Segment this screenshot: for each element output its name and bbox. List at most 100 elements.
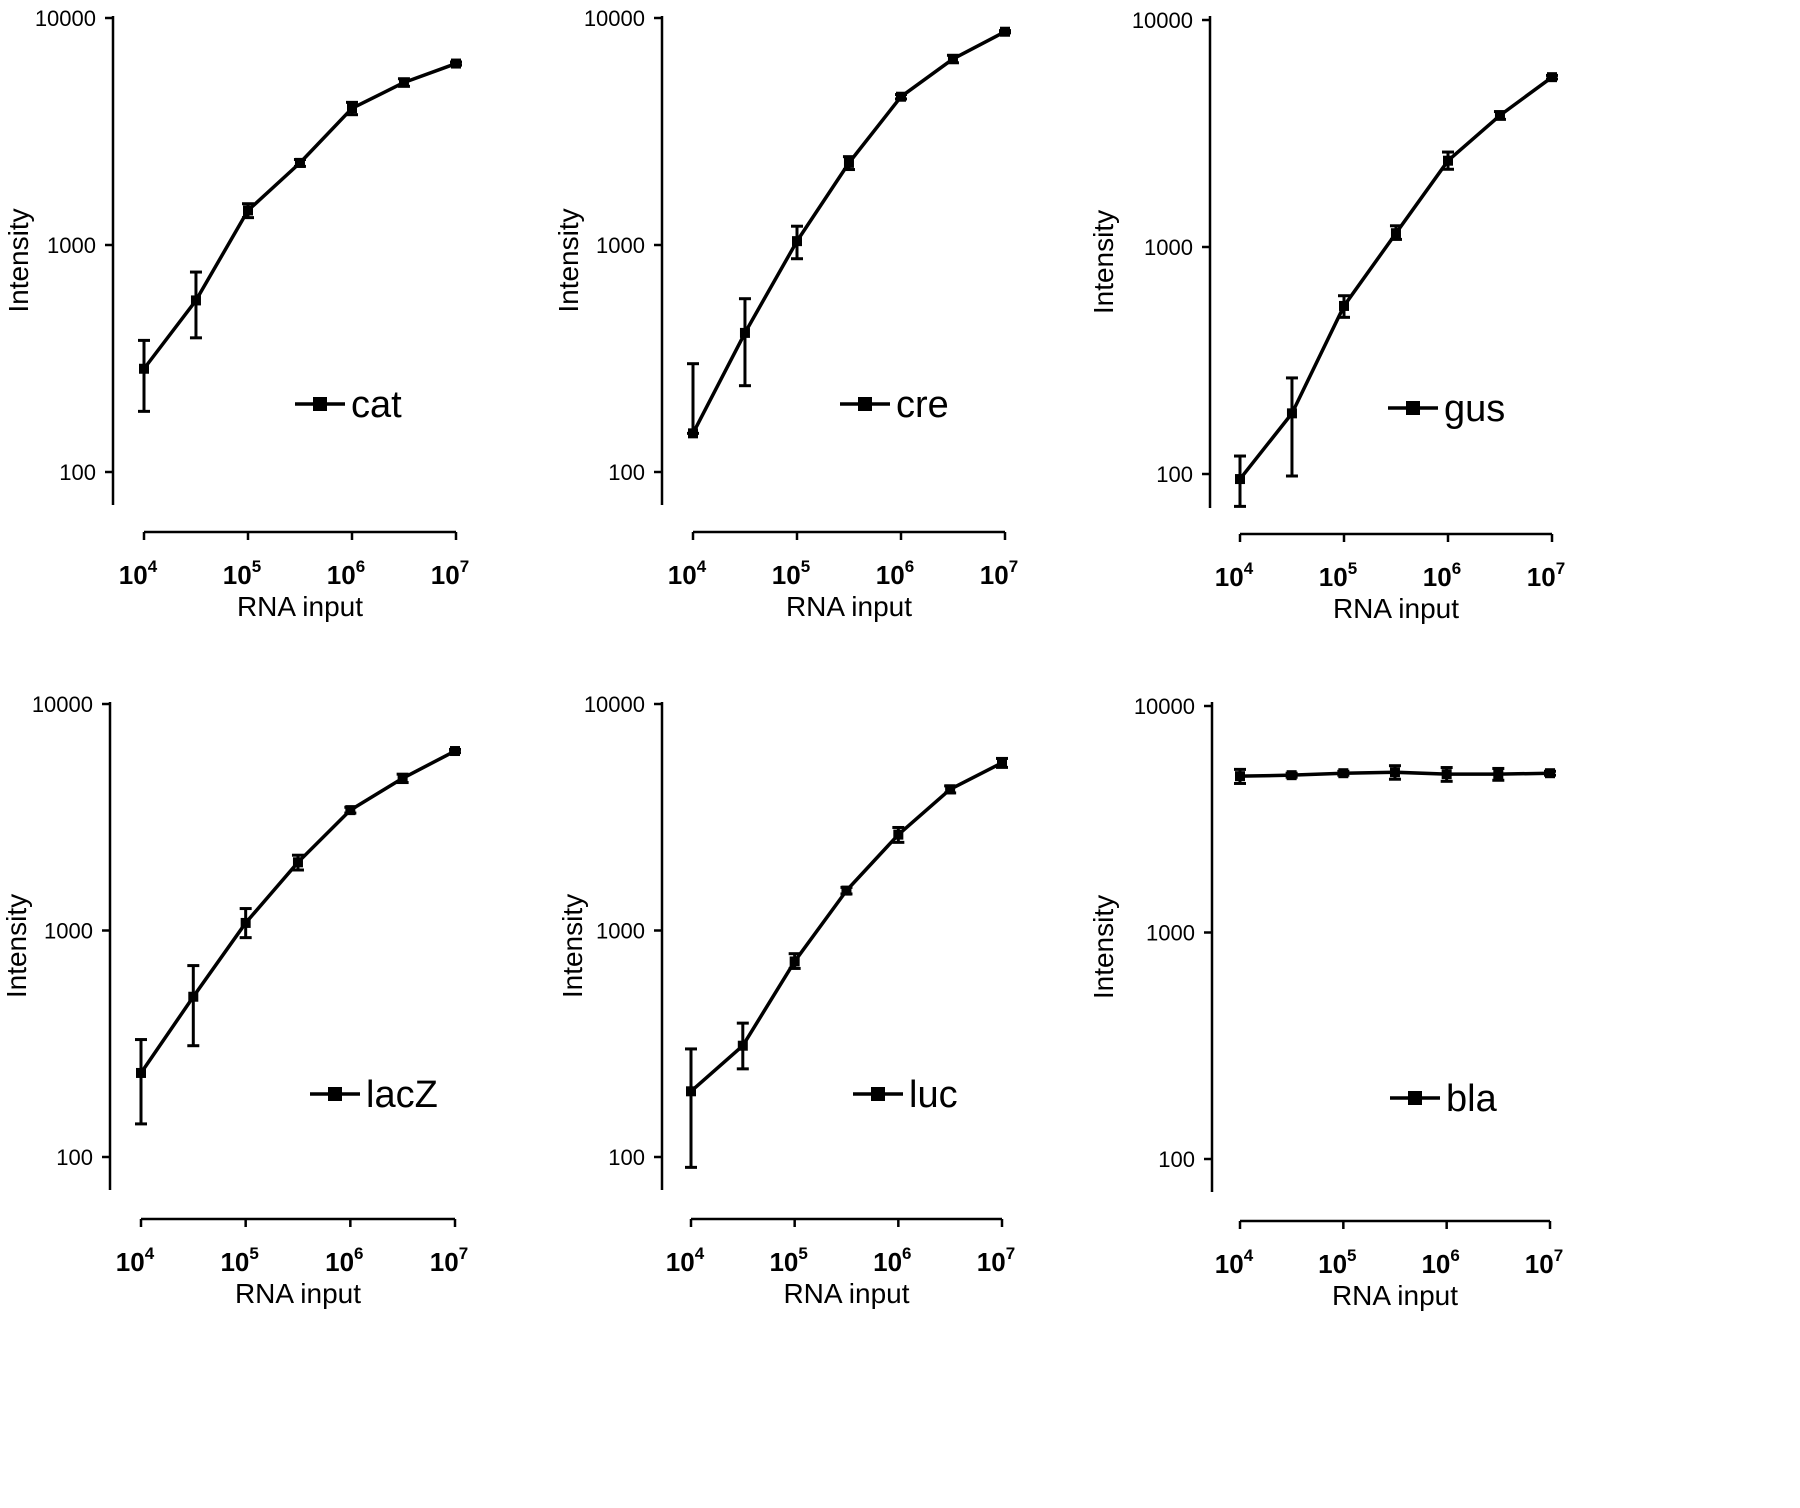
chart-panel-lacZ: 100 1000 10000 104 105 106 107 RNA input Intensi… [1, 692, 468, 1309]
data-point [1000, 26, 1010, 37]
x-axis-label: RNA input [235, 1278, 361, 1309]
y-axis-label: Intensity [553, 208, 584, 312]
y-tick-label: 1000 [596, 233, 645, 258]
y-tick-label: 100 [56, 1145, 93, 1170]
y-axis-label: Intensity [557, 894, 588, 998]
x-tick-label: 104 [668, 557, 707, 590]
y-axis-label: Intensity [1088, 210, 1119, 314]
data-point [841, 885, 852, 896]
x-tick-label: 105 [220, 1244, 258, 1277]
y-tick-label: 10000 [584, 692, 645, 717]
x-tick-label: 107 [980, 557, 1018, 590]
chart-panel-cre: 100 1000 10000 104 105 106 107 RNA input Intensi… [553, 6, 1018, 622]
x-tick-label: 105 [1318, 1246, 1356, 1279]
legend-label: gus [1444, 388, 1505, 430]
x-tick-label: 107 [1525, 1246, 1563, 1279]
data-point [1338, 768, 1349, 779]
x-tick-label: 107 [431, 557, 469, 590]
data-point [1390, 228, 1401, 239]
x-tick-label: 106 [876, 557, 914, 590]
y-tick-label: 1000 [1144, 235, 1193, 260]
data-point [896, 91, 906, 102]
y-axis-label: Intensity [1, 894, 32, 998]
data-point [190, 295, 201, 306]
data-point [945, 784, 956, 795]
y-tick-label: 1000 [596, 919, 645, 944]
x-tick-label: 107 [977, 1244, 1015, 1277]
data-point [947, 53, 958, 64]
chart-panel-bla: 100 1000 10000 104 105 106 107 RNA input Intensi… [1088, 694, 1563, 1311]
x-tick-label: 104 [1215, 559, 1254, 592]
y-axis-label: Intensity [1088, 895, 1119, 999]
x-tick-label: 107 [430, 1244, 468, 1277]
x-tick-label: 104 [119, 557, 158, 590]
data-point [1545, 768, 1555, 779]
legend-label: luc [909, 1074, 958, 1116]
data-point [139, 363, 149, 374]
data-point [789, 956, 800, 967]
legend-label: lacZ [366, 1074, 438, 1116]
series-line-cat [142, 61, 457, 370]
x-tick-label: 104 [666, 1244, 705, 1277]
legend-label: cre [896, 384, 949, 426]
data-point [1547, 72, 1557, 83]
series-line-luc [689, 761, 1003, 1093]
y-tick-label: 10000 [1134, 694, 1195, 719]
data-point [450, 746, 460, 757]
legend-label: bla [1446, 1078, 1498, 1120]
y-axis-label: Intensity [3, 208, 34, 312]
data-point [398, 77, 409, 88]
data-point [397, 773, 408, 784]
data-point [737, 1040, 748, 1051]
data-point [1339, 300, 1349, 311]
y-tick-label: 10000 [35, 6, 96, 31]
y-tick-label: 1000 [1146, 921, 1195, 946]
data-point [292, 857, 303, 868]
y-tick-label: 100 [1156, 462, 1193, 487]
data-point [1443, 155, 1453, 166]
legend-marker [871, 1087, 885, 1101]
data-point [1494, 110, 1505, 121]
x-tick-label: 104 [1215, 1246, 1254, 1279]
x-tick-label: 106 [1423, 559, 1461, 592]
x-axis-label: RNA input [783, 1278, 909, 1309]
data-point [688, 428, 698, 439]
data-point [451, 58, 461, 69]
data-point [1389, 767, 1400, 778]
data-point [1235, 474, 1245, 485]
legend-marker [1406, 401, 1420, 415]
x-axis-label: RNA input [1333, 593, 1459, 624]
x-tick-label: 105 [1319, 559, 1357, 592]
y-tick-label: 100 [1158, 1147, 1195, 1172]
data-point [1493, 769, 1504, 780]
legend-label: cat [351, 384, 402, 426]
x-tick-label: 106 [327, 557, 365, 590]
x-axis-label: RNA input [786, 591, 912, 622]
data-point [345, 805, 356, 816]
y-tick-label: 1000 [47, 233, 96, 258]
y-tick-label: 10000 [1132, 8, 1193, 33]
data-point [240, 917, 251, 928]
x-tick-label: 105 [772, 557, 810, 590]
y-tick-label: 10000 [32, 692, 93, 717]
data-point [739, 327, 750, 338]
series-line-lacZ [139, 749, 456, 1074]
x-tick-label: 107 [1527, 559, 1565, 592]
x-tick-label: 106 [1421, 1246, 1459, 1279]
x-tick-label: 106 [873, 1244, 911, 1277]
series-line-cre [691, 30, 1006, 435]
y-tick-label: 100 [608, 460, 645, 485]
x-tick-label: 105 [769, 1244, 807, 1277]
data-point [893, 829, 904, 840]
data-point [294, 157, 305, 168]
chart-panel-luc: 100 1000 10000 104 105 106 107 RNA input Intensi… [557, 692, 1015, 1309]
x-axis-label: RNA input [1332, 1280, 1458, 1311]
data-point [997, 757, 1007, 768]
legend-marker [313, 397, 327, 411]
data-point [686, 1086, 696, 1097]
y-tick-label: 1000 [44, 919, 93, 944]
data-point [792, 236, 802, 247]
data-point [1235, 771, 1245, 782]
y-tick-label: 100 [59, 460, 96, 485]
